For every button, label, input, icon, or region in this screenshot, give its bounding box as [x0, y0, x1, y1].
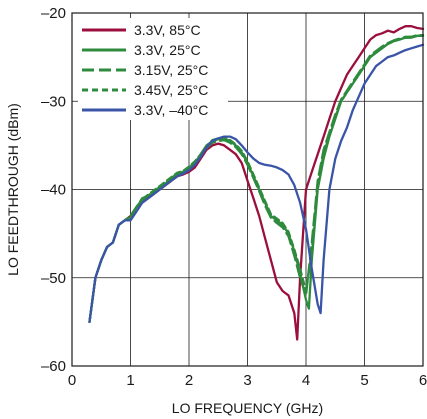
x-tick-label: 5	[360, 372, 368, 389]
plot-frame	[71, 12, 424, 367]
y-axis-label: LO FEEDTHROUGH (dBm)	[5, 103, 21, 276]
x-tick-labels: 0 1 2 3 4 5 6	[68, 372, 427, 389]
legend-label-3: 3.15V, 25°C	[134, 62, 208, 78]
x-tick-label: 4	[302, 372, 310, 389]
y-tick-label: –20	[41, 5, 66, 22]
series-lines	[88, 25, 425, 341]
series-line-4	[88, 33, 425, 324]
legend-label-4: 3.45V, 25°C	[134, 82, 208, 98]
legend: 3.3V, 85°C 3.3V, 25°C 3.15V, 25°C 3.45V, 25…	[78, 18, 228, 120]
legend-label-5: 3.3V, –40°C	[134, 102, 208, 118]
x-tick-label: 6	[419, 372, 427, 389]
series-line-5	[88, 43, 425, 324]
y-tick-label: –60	[41, 358, 66, 375]
x-tick-label: 3	[243, 372, 251, 389]
y-tick-label: –40	[41, 182, 66, 199]
x-tick-label: 1	[126, 372, 134, 389]
y-tick-label: –30	[41, 93, 66, 110]
legend-label-1: 3.3V, 85°C	[134, 22, 201, 38]
y-tick-labels: –20 –30 –40 –50 –60	[41, 5, 66, 375]
x-tick-label: 2	[185, 372, 193, 389]
x-tick-label: 0	[68, 372, 76, 389]
legend-label-2: 3.3V, 25°C	[134, 42, 201, 58]
x-axis-label: LO FREQUENCY (GHz)	[172, 400, 323, 416]
y-tick-label: –50	[41, 270, 66, 287]
